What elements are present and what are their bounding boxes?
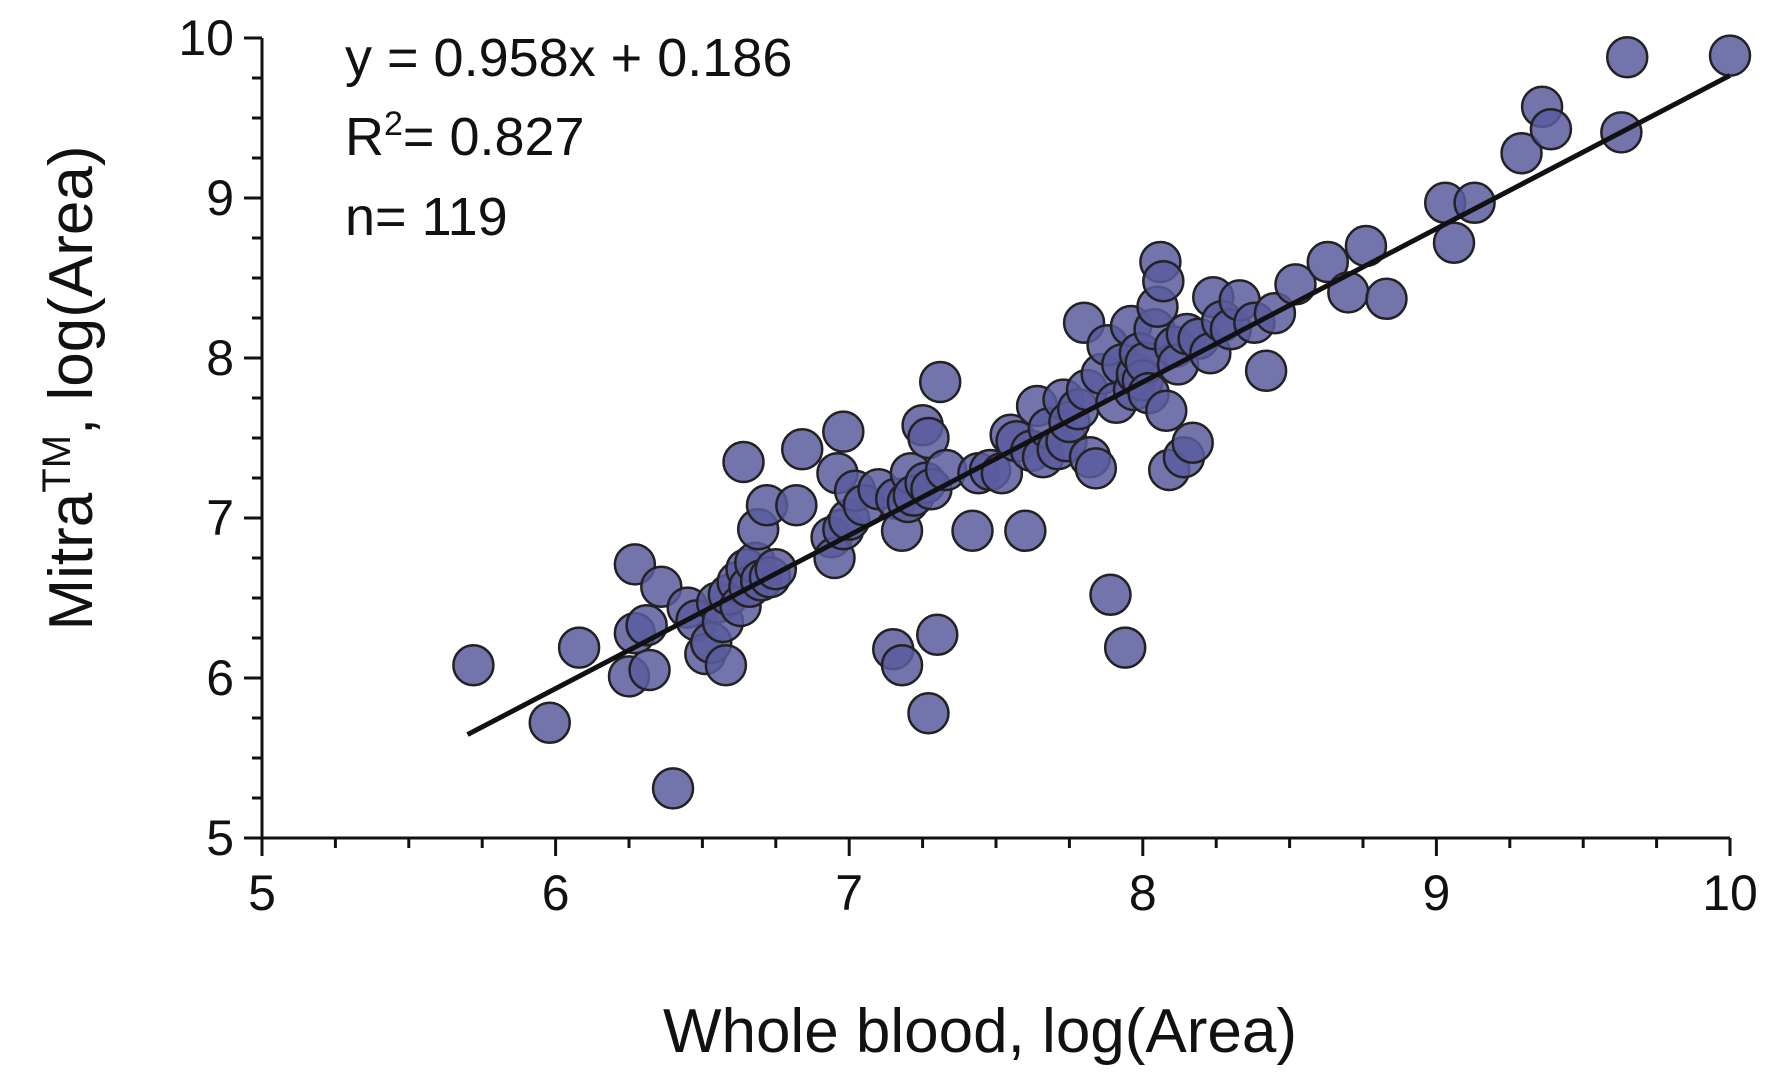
- data-point: [1074, 447, 1118, 490]
- sample-size-label: n= 119: [345, 187, 508, 247]
- data-point: [907, 691, 950, 735]
- data-point: [628, 648, 671, 692]
- y-tick-label: 5: [206, 810, 234, 866]
- data-point: [1089, 573, 1132, 617]
- data-point: [1145, 389, 1188, 433]
- data-points: [452, 34, 1752, 810]
- r-squared-label: R2= 0.827: [345, 105, 585, 167]
- y-tick-label: 10: [178, 10, 234, 66]
- y-tick-label: 7: [206, 490, 234, 546]
- data-point: [1708, 34, 1752, 77]
- data-point: [880, 643, 924, 687]
- data-point: [452, 643, 495, 687]
- data-point: [1244, 349, 1288, 393]
- plot-area: 5 6 7 8 9 10 5 6 7 8 9 10: [178, 10, 1757, 921]
- y-axis-title: MitraTM, log(Area): [35, 146, 106, 631]
- data-point: [822, 410, 865, 453]
- data-point: [528, 701, 571, 745]
- data-point: [1605, 35, 1649, 79]
- data-point: [1365, 277, 1408, 321]
- data-point: [775, 483, 818, 527]
- x-tick-label: 9: [1422, 865, 1450, 921]
- y-tick-label: 9: [206, 170, 234, 226]
- data-point: [651, 767, 695, 810]
- data-point: [1432, 221, 1476, 265]
- x-ticks: 5 6 7 8 9 10: [248, 838, 1758, 921]
- data-point: [916, 613, 959, 657]
- data-point: [1500, 131, 1543, 175]
- y-ticks: 5 6 7 8 9 10: [178, 10, 262, 866]
- data-point: [907, 416, 950, 460]
- y-tick-label: 6: [206, 650, 234, 706]
- data-point: [1306, 240, 1350, 284]
- y-tick-label: 8: [206, 330, 234, 386]
- equation-label: y = 0.958x + 0.186: [345, 28, 792, 88]
- x-axis-title: Whole blood, log(Area): [663, 997, 1297, 1066]
- regression-line: [466, 73, 1732, 737]
- data-point: [780, 427, 824, 471]
- data-point: [557, 626, 601, 669]
- data-point: [1171, 421, 1214, 465]
- data-point: [1103, 626, 1147, 669]
- x-tick-label: 7: [835, 865, 863, 921]
- x-tick-label: 5: [248, 865, 276, 921]
- x-tick-label: 8: [1129, 865, 1157, 921]
- data-point: [918, 360, 962, 404]
- data-point: [1142, 259, 1185, 303]
- x-tick-label: 6: [542, 865, 570, 921]
- data-point: [1004, 509, 1047, 553]
- data-point: [1529, 107, 1573, 151]
- data-point: [704, 643, 748, 687]
- data-point: [1327, 271, 1370, 314]
- stats-annotation: y = 0.958x + 0.186 R2= 0.827 n= 119: [345, 28, 792, 247]
- data-point: [722, 440, 765, 484]
- data-point: [951, 509, 994, 553]
- x-tick-label: 10: [1702, 865, 1758, 921]
